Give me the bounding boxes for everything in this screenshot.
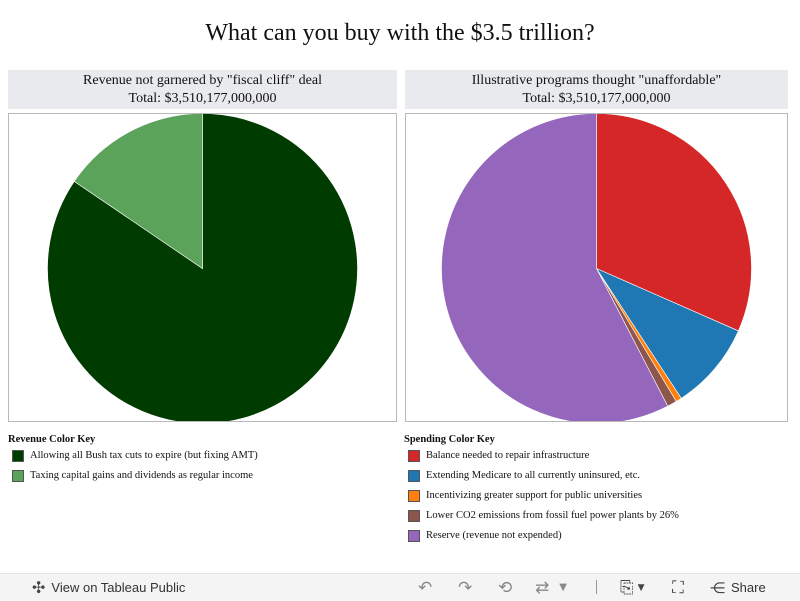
legend-item[interactable]: Allowing all Bush tax cuts to expire (bu… <box>8 449 388 469</box>
dashboard-title: What can you buy with the $3.5 trillion? <box>205 20 595 46</box>
revert-icon: ⟲ <box>498 577 513 598</box>
revenue-legend-title: Revenue Color Key <box>8 434 96 445</box>
share-label: Share <box>731 580 766 595</box>
share-icon: ⋲ <box>710 578 725 597</box>
tableau-toolbar: ✣ View on Tableau Public ↶ ↷ ⟲ ⇄ ▼ ⎘ ▼ ⛶… <box>0 573 800 601</box>
revenue-legend: Revenue Color Key Allowing all Bush tax … <box>8 434 388 489</box>
redo-button[interactable]: ↷ <box>458 574 472 601</box>
revenue-pie-frame <box>8 113 397 422</box>
view-on-tableau-label: View on Tableau Public <box>51 580 186 595</box>
view-on-tableau-link[interactable]: ✣ View on Tableau Public <box>32 574 185 601</box>
legend-item[interactable]: Balance needed to repair infrastructure <box>404 449 784 469</box>
legend-swatch <box>408 490 420 502</box>
pie-slice[interactable] <box>596 114 752 332</box>
legend-swatch <box>408 450 420 462</box>
spending-pie-frame <box>405 113 788 422</box>
refresh-button[interactable]: ⇄ ▼ <box>535 574 567 601</box>
fullscreen-button[interactable]: ⛶ <box>672 574 684 601</box>
legend-label: Balance needed to repair infrastructure <box>426 450 590 461</box>
spending-chart-total: Total: $3,510,177,000,000 <box>522 91 671 106</box>
legend-item[interactable]: Incentivizing greater support for public… <box>404 489 784 509</box>
legend-item[interactable]: Lower CO2 emissions from fossil fuel pow… <box>404 509 784 529</box>
refresh-icon: ⇄ <box>535 577 550 598</box>
legend-swatch <box>12 450 24 462</box>
revenue-pie-chart <box>47 114 358 421</box>
legend-label: Taxing capital gains and dividends as re… <box>30 470 253 481</box>
revenue-chart-total: Total: $3,510,177,000,000 <box>128 91 277 106</box>
pie-slice[interactable] <box>73 114 203 270</box>
spending-chart-title: Illustrative programs thought "unafforda… <box>471 73 722 88</box>
legend-label: Extending Medicare to all currently unin… <box>426 470 641 481</box>
spending-pie-chart <box>441 114 752 421</box>
legend-swatch <box>408 530 420 542</box>
dropdown-caret-icon: ▼ <box>637 582 645 593</box>
legend-item[interactable]: Reserve (revenue not expended) <box>404 529 784 549</box>
revenue-chart-title: Revenue not garnered by "fiscal cliff" d… <box>83 73 322 88</box>
revenue-panel-header: Revenue not garnered by "fiscal cliff" d… <box>8 70 397 109</box>
pie-slice[interactable] <box>595 267 739 399</box>
toolbar-divider <box>596 580 597 594</box>
dropdown-caret-icon: ▼ <box>559 582 567 593</box>
pie-slice[interactable] <box>47 114 358 421</box>
spending-legend: Spending Color Key Balance needed to rep… <box>404 434 784 549</box>
share-button[interactable]: ⋲ Share <box>710 574 766 601</box>
legend-swatch <box>12 470 24 482</box>
revert-button[interactable]: ⟲ <box>498 574 512 601</box>
legend-label: Incentivizing greater support for public… <box>426 490 643 501</box>
download-button[interactable]: ⎘ ▼ <box>620 574 645 601</box>
spending-legend-title: Spending Color Key <box>404 434 495 445</box>
pie-slice[interactable] <box>441 114 669 421</box>
undo-button[interactable]: ↶ <box>418 574 432 601</box>
legend-label: Reserve (revenue not expended) <box>426 530 562 541</box>
undo-icon: ↶ <box>418 577 433 598</box>
legend-label: Lower CO2 emissions from fossil fuel pow… <box>426 510 679 521</box>
spending-panel-header: Illustrative programs thought "unafforda… <box>405 70 788 109</box>
legend-swatch <box>408 470 420 482</box>
legend-swatch <box>408 510 420 522</box>
tableau-logo-icon: ✣ <box>32 578 46 597</box>
legend-item[interactable]: Extending Medicare to all currently unin… <box>404 469 784 489</box>
download-icon: ⎘ <box>620 577 634 598</box>
legend-item[interactable]: Taxing capital gains and dividends as re… <box>8 469 388 489</box>
fullscreen-icon: ⛶ <box>672 577 684 598</box>
legend-label: Allowing all Bush tax cuts to expire (bu… <box>30 450 258 461</box>
redo-icon: ↷ <box>458 577 473 598</box>
